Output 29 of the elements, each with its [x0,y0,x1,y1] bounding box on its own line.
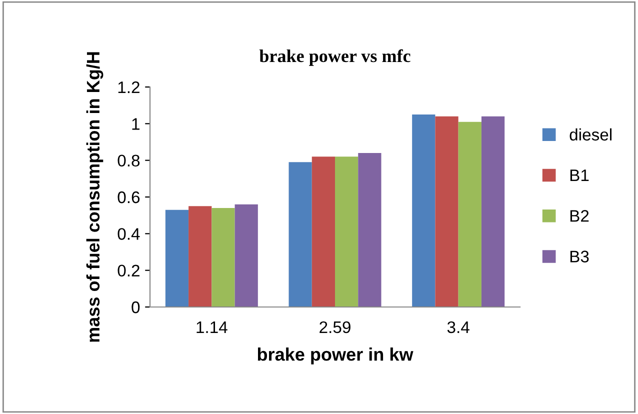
y-tick-label: 0.2 [118,264,140,277]
y-tick-label: 0 [132,301,140,314]
y-tick-label: 1.2 [118,81,140,94]
bar [188,206,212,307]
y-axis-title: mass of fuel consumption in Kg/H [86,52,104,342]
bar [212,208,235,307]
legend-label: B2 [570,210,589,222]
y-tick-label: 1 [132,118,140,130]
y-tick-label: 0.8 [118,154,140,167]
x-tick-label: 3.4 [447,321,470,334]
bar [358,153,382,307]
legend-label: B1 [570,170,589,182]
x-tick-label: 2.59 [320,321,350,334]
bar [458,122,482,307]
bar [234,204,258,307]
bar [481,116,505,307]
y-tick-label: 0.4 [118,228,140,240]
x-axis-title: brake power in kw [258,348,414,364]
bar [335,156,358,307]
x-tick-label: 1.14 [196,322,228,333]
y-tick-label: 0.6 [118,191,140,204]
bar [435,116,458,307]
legend-label: B3 [570,250,589,262]
legend-label: diesel [570,128,612,141]
bar [312,156,335,307]
chart-title: brake power vs mfc [259,49,410,66]
bar [412,114,436,307]
bar [165,210,189,307]
bar [288,162,312,307]
